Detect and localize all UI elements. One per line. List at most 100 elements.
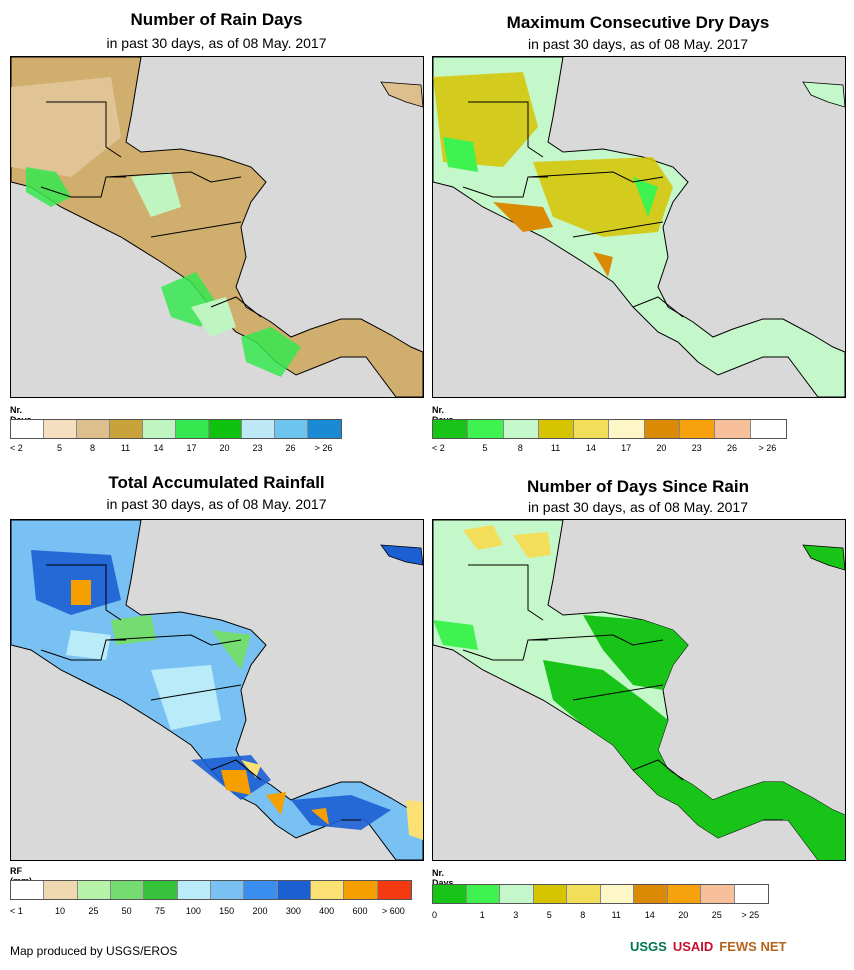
fewsnet-logo: FEWS NET bbox=[719, 938, 787, 954]
legend-label: < 2 bbox=[10, 443, 23, 453]
legend-label: 3 bbox=[513, 910, 519, 920]
legend-bar bbox=[432, 419, 787, 439]
map-svg bbox=[11, 57, 423, 397]
legend-label: > 26 bbox=[758, 443, 777, 453]
dark-blue-regions bbox=[31, 550, 391, 830]
legend-swatch bbox=[433, 885, 467, 903]
legend-bar bbox=[10, 419, 342, 439]
legend-label: 23 bbox=[252, 443, 263, 453]
legend-swatch bbox=[308, 420, 341, 438]
island bbox=[802, 81, 845, 108]
map-dry-days bbox=[432, 56, 846, 398]
map-svg bbox=[433, 520, 845, 860]
country-borders bbox=[462, 101, 783, 358]
yellow-regions bbox=[433, 72, 673, 237]
country-borders bbox=[40, 101, 361, 358]
bright-green-regions bbox=[543, 615, 845, 860]
legend-label: > 26 bbox=[314, 443, 333, 453]
map-rainfall bbox=[10, 519, 424, 861]
legend-label: 20 bbox=[219, 443, 230, 453]
panel-subtitle: in past 30 days, as of 08 May. 2017 bbox=[528, 36, 748, 52]
legend-label: 20 bbox=[656, 443, 667, 453]
legend-ticks: 0 1 3 5 8 11 14 20 25 > 25 bbox=[432, 910, 767, 922]
legend-swatch bbox=[715, 420, 751, 438]
legend-label: 25 bbox=[88, 906, 99, 916]
panel-subtitle: in past 30 days, as of 08 May. 2017 bbox=[106, 496, 327, 512]
legend-swatch bbox=[533, 885, 567, 903]
legend-swatch bbox=[503, 420, 539, 438]
legend-swatch bbox=[609, 420, 645, 438]
legend-label: 25 bbox=[711, 910, 722, 920]
map-credit: Map produced by USGS/EROS bbox=[10, 944, 178, 958]
legend-swatch bbox=[44, 420, 77, 438]
legend-label: 10 bbox=[54, 906, 66, 916]
agency-logos: USGS USAID FEWS NET bbox=[630, 933, 845, 959]
legend-swatch bbox=[275, 420, 308, 438]
country-borders bbox=[40, 564, 361, 821]
legend-swatch bbox=[210, 881, 245, 899]
legend-label: < 2 bbox=[432, 443, 445, 453]
legend-swatch bbox=[310, 881, 345, 899]
legend-label: > 25 bbox=[741, 910, 760, 920]
legend-swatch bbox=[468, 420, 504, 438]
legend-swatch bbox=[680, 420, 716, 438]
legend-swatch bbox=[377, 881, 411, 899]
legend-label: 400 bbox=[319, 906, 335, 916]
yellow-patches bbox=[241, 760, 423, 840]
legend-label: 0 bbox=[432, 910, 438, 920]
legend-label: 8 bbox=[89, 443, 96, 453]
light-green-patches bbox=[131, 172, 236, 337]
legend-ticks: < 2 5 8 11 14 17 20 23 26 > 26 bbox=[10, 443, 340, 455]
legend-ticks: < 2 5 8 11 14 17 20 23 26 > 26 bbox=[432, 443, 785, 455]
legend-swatch bbox=[110, 881, 145, 899]
legend-swatch bbox=[143, 420, 176, 438]
legend-swatch bbox=[177, 881, 211, 899]
legend-label: 26 bbox=[285, 443, 296, 453]
legend-label: 5 bbox=[546, 910, 552, 920]
panel-title: Total Accumulated Rainfall bbox=[108, 473, 325, 492]
legend-label: > 600 bbox=[381, 906, 405, 916]
legend-swatch bbox=[209, 420, 242, 438]
usgs-logo: USGS bbox=[630, 938, 667, 954]
legend-swatch bbox=[176, 420, 209, 438]
orange-patches bbox=[493, 202, 613, 277]
legend-swatch bbox=[110, 420, 143, 438]
map-rain-days bbox=[10, 56, 424, 398]
legend-label: < 1 bbox=[10, 906, 23, 916]
legend-label: 17 bbox=[621, 443, 632, 453]
legend-swatch bbox=[44, 881, 78, 899]
legend-label: 17 bbox=[186, 443, 197, 453]
legend-label: 11 bbox=[120, 443, 131, 453]
legend-label: 8 bbox=[580, 910, 586, 920]
legend-label: 1 bbox=[479, 910, 485, 920]
map-since-rain bbox=[432, 519, 846, 861]
map-svg bbox=[433, 57, 845, 397]
legend-title: Nr. Days bbox=[432, 868, 454, 888]
island bbox=[380, 81, 423, 108]
green-patches bbox=[443, 137, 658, 217]
legend-swatch bbox=[344, 881, 378, 899]
panel-title: Number of Days Since Rain bbox=[526, 477, 749, 496]
green-patches bbox=[26, 167, 301, 377]
legend-swatch bbox=[634, 885, 668, 903]
legend-label: 11 bbox=[611, 910, 621, 920]
panel-title: Maximum Consecutive Dry Days bbox=[506, 13, 770, 32]
legend-swatch bbox=[11, 420, 44, 438]
legend-swatch bbox=[277, 881, 311, 899]
legend-label: 100 bbox=[185, 906, 201, 916]
light-blue-patches bbox=[66, 630, 221, 730]
legend-swatch bbox=[500, 885, 534, 903]
legend-label: 50 bbox=[121, 906, 132, 916]
legend-bar bbox=[10, 880, 412, 900]
legend-swatch bbox=[701, 885, 735, 903]
legend-swatch bbox=[244, 881, 278, 899]
map-svg bbox=[11, 520, 423, 860]
legend-label: 5 bbox=[56, 443, 63, 453]
legend-swatch bbox=[734, 885, 768, 903]
legend-label: 14 bbox=[153, 443, 164, 453]
legend-bar bbox=[432, 884, 769, 904]
panel-title: Number of Rain Days bbox=[130, 10, 303, 29]
legend-swatch bbox=[574, 420, 610, 438]
usaid-logo: USAID bbox=[672, 938, 714, 954]
legend-label: 11 bbox=[550, 443, 561, 453]
